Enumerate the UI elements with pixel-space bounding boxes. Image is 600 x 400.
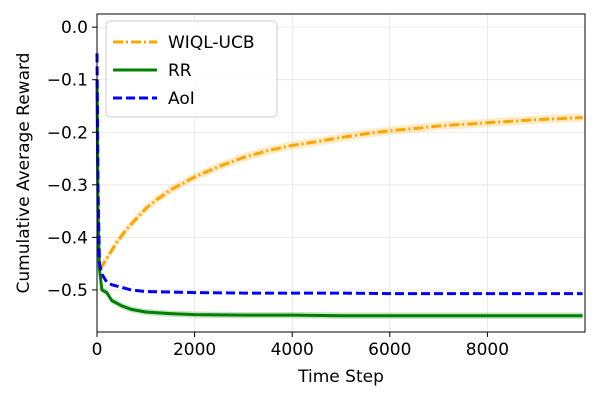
y-tick-label: 0.0: [61, 18, 88, 38]
x-tick-label: 2000: [173, 340, 216, 360]
y-tick-label: −0.4: [47, 228, 88, 248]
band-wiql-ucb: [99, 113, 583, 274]
x-tick-label: 8000: [466, 340, 509, 360]
ticks: 0 2000 4000 6000 8000 0.0 −0.1 −0.2 −0.3 −0.4 −0.5: [47, 18, 509, 360]
x-axis-label: Time Step: [297, 367, 384, 387]
y-tick-label: −0.2: [47, 123, 88, 143]
legend: WIQL-UCB RR AoI: [105, 20, 278, 118]
legend-label-rr: RR: [168, 61, 192, 81]
series-line-aoi: [95, 53, 583, 296]
y-tick-label: −0.5: [47, 281, 88, 301]
x-tick-label: 0: [92, 340, 103, 360]
y-tick-label: −0.1: [47, 71, 88, 91]
legend-label-wiql-ucb: WIQL-UCB: [168, 33, 255, 53]
x-tick-label: 4000: [271, 340, 314, 360]
legend-frame: [105, 20, 278, 118]
y-axis-label: Cumulative Average Reward: [14, 53, 34, 294]
series-lines: [95, 53, 583, 318]
x-tick-label: 6000: [368, 340, 411, 360]
legend-label-aoi: AoI: [168, 89, 195, 109]
y-tick-label: −0.3: [47, 176, 88, 196]
series-line-wiql-ucb: [98, 116, 583, 270]
series-line-rr: [95, 79, 583, 318]
plot-frame: [96, 13, 586, 333]
